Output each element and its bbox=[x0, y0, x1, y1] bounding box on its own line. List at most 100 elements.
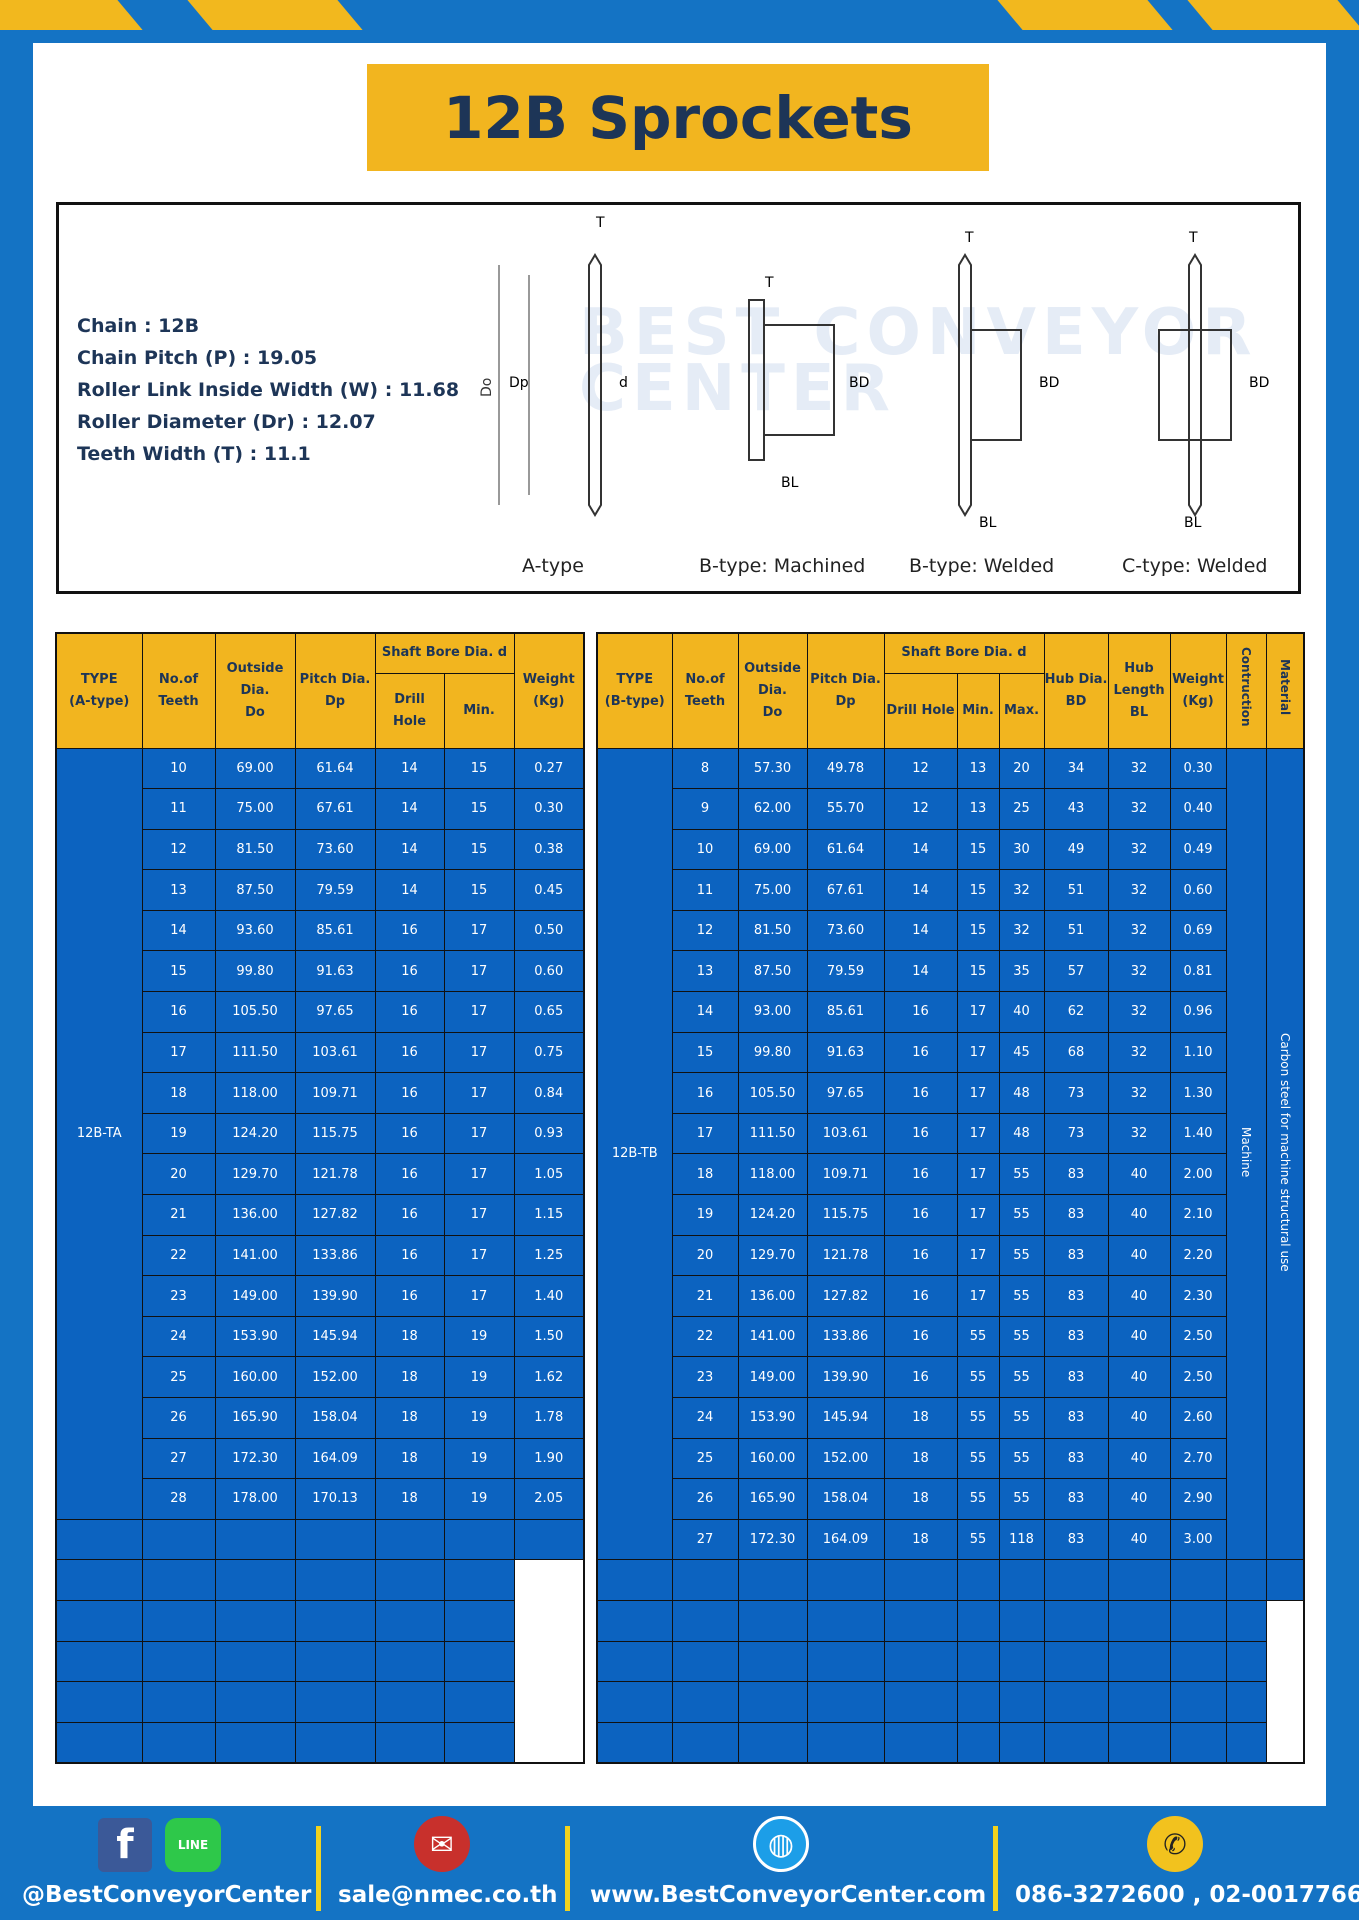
table-cell: 40 bbox=[1107, 1437, 1171, 1480]
empty-cell bbox=[443, 1721, 515, 1764]
chain-specs: Chain : 12B Chain Pitch (P) : 19.05 Roll… bbox=[77, 310, 459, 470]
table-row: 19 124.20 115.75 16 17 0.93 bbox=[56, 1112, 585, 1155]
table-cell: 55 bbox=[956, 1437, 1000, 1480]
table-cell: 16 bbox=[374, 1194, 445, 1236]
table-cell: 152.00 bbox=[806, 1437, 885, 1480]
empty-cell bbox=[443, 1681, 515, 1723]
table-row: 17 111.50 103.61 16 17 48 73 32 1.40 bbox=[597, 1112, 1304, 1155]
table-cell: 10 bbox=[141, 747, 216, 790]
table-row: 12 81.50 73.60 14 15 32 51 32 0.69 bbox=[597, 909, 1304, 952]
table-cell: 18 bbox=[883, 1518, 958, 1561]
table-cell: 109.71 bbox=[806, 1153, 885, 1196]
table-cell: 91.63 bbox=[806, 1031, 885, 1074]
col-max: Max. bbox=[998, 672, 1045, 749]
facebook-handle[interactable]: @BestConveyorCenter bbox=[22, 1882, 312, 1908]
table-cell: 19 bbox=[443, 1397, 515, 1439]
table-cell: 16 bbox=[374, 1072, 445, 1114]
empty-cell bbox=[1169, 1559, 1227, 1601]
table-cell: 19 bbox=[443, 1315, 515, 1358]
table-cell: 48 bbox=[998, 1112, 1045, 1155]
table-cell: 83 bbox=[1043, 1275, 1109, 1317]
empty-cell bbox=[806, 1721, 885, 1764]
phone-numbers[interactable]: 086-3272600 , 02-0017766 bbox=[1015, 1882, 1359, 1908]
table-cell: 69.00 bbox=[214, 747, 296, 790]
table-cell: 20 bbox=[998, 747, 1045, 790]
table-cell: 153.90 bbox=[737, 1397, 808, 1439]
empty-cell bbox=[596, 1599, 673, 1642]
empty-cell bbox=[55, 1559, 143, 1601]
empty-cell bbox=[737, 1559, 808, 1601]
mail-icon: ✉ bbox=[414, 1816, 470, 1872]
table-cell: 24 bbox=[141, 1315, 216, 1358]
table-cell: 27 bbox=[141, 1437, 216, 1480]
table-cell: 81.50 bbox=[214, 828, 296, 871]
table-cell: 2.05 bbox=[513, 1478, 585, 1520]
dim-label-bl: BL bbox=[979, 515, 997, 531]
table-cell: 17 bbox=[671, 1112, 739, 1155]
empty-cell bbox=[671, 1599, 739, 1642]
empty-cell bbox=[1043, 1721, 1109, 1764]
table-row: 27 172.30 164.09 18 55 118 83 40 3.00 bbox=[597, 1518, 1304, 1561]
col-type: TYPE (B-type) bbox=[596, 632, 673, 749]
table-cell: 127.82 bbox=[294, 1194, 376, 1236]
svg-text:Do: Do bbox=[479, 378, 495, 397]
table-cell: 111.50 bbox=[214, 1031, 296, 1074]
dim-label-d: d bbox=[619, 375, 628, 391]
table-cell: 139.90 bbox=[806, 1356, 885, 1398]
col-teeth: No.of Teeth bbox=[671, 632, 739, 749]
table-cell: 48 bbox=[998, 1072, 1045, 1114]
table-cell: 17 bbox=[443, 1072, 515, 1114]
diagram-box: BEST CONVEYOR CENTER Chain : 12B Chain P… bbox=[56, 202, 1301, 594]
table-cell: 55 bbox=[998, 1356, 1045, 1398]
empty-cell bbox=[998, 1599, 1045, 1642]
table-cell: 16 bbox=[374, 1234, 445, 1277]
table-cell: 12 bbox=[141, 828, 216, 871]
table-row: 26 165.90 158.04 18 55 55 83 40 2.90 bbox=[597, 1478, 1304, 1520]
table-cell: 105.50 bbox=[737, 1072, 808, 1114]
table-cell: 1.05 bbox=[513, 1153, 585, 1196]
table-cell: 103.61 bbox=[806, 1112, 885, 1155]
spec-line: Roller Link Inside Width (W) : 11.68 bbox=[77, 379, 460, 401]
table-row: 17 111.50 103.61 16 17 0.75 bbox=[56, 1031, 585, 1074]
table-cell: 14 bbox=[671, 991, 739, 1033]
empty-cell bbox=[1169, 1721, 1227, 1764]
col-drill-hole: Drill Hole bbox=[883, 672, 958, 749]
table-cell: 178.00 bbox=[214, 1478, 296, 1520]
empty-cell bbox=[55, 1599, 143, 1642]
table-cell: 18 bbox=[374, 1437, 445, 1480]
empty-row bbox=[596, 1681, 1304, 1723]
col-pitch-dia: Pitch Dia. Dp bbox=[806, 632, 885, 749]
table-cell: 1.40 bbox=[1169, 1112, 1227, 1155]
table-cell: 16 bbox=[883, 1234, 958, 1277]
table-cell: 15 bbox=[671, 1031, 739, 1074]
email-link[interactable]: sale@nmec.co.th bbox=[338, 1882, 558, 1908]
caption-a-type: A-type bbox=[522, 555, 584, 577]
col-drill-hole: Drill Hole bbox=[374, 672, 445, 749]
table-cell: 68 bbox=[1043, 1031, 1109, 1074]
table-cell: 13 bbox=[956, 747, 1000, 790]
table-cell: 14 bbox=[374, 747, 445, 790]
website-link[interactable]: www.BestConveyorCenter.com bbox=[590, 1882, 987, 1908]
table-cell: 0.69 bbox=[1169, 909, 1227, 952]
spec-line: Chain : 12B bbox=[77, 315, 200, 337]
caption-c-welded: C-type: Welded bbox=[1122, 555, 1268, 577]
table-cell: 0.40 bbox=[1169, 788, 1227, 830]
empty-cell bbox=[1265, 1559, 1305, 1601]
table-cell: 12 bbox=[671, 909, 739, 952]
table-cell: 15 bbox=[443, 828, 515, 871]
col-teeth: No.of Teeth bbox=[141, 632, 216, 749]
table-cell: 153.90 bbox=[214, 1315, 296, 1358]
table-cell: 118 bbox=[998, 1518, 1045, 1561]
type-cell: 12B-TA bbox=[55, 747, 143, 1520]
table-cell: 62.00 bbox=[737, 788, 808, 830]
table-cell: 2.70 bbox=[1169, 1437, 1227, 1480]
table-cell: 17 bbox=[443, 1112, 515, 1155]
table-cell: 129.70 bbox=[214, 1153, 296, 1196]
facebook-icon[interactable]: f bbox=[98, 1818, 152, 1872]
table-row: 15 99.80 91.63 16 17 0.60 bbox=[56, 950, 585, 993]
empty-row bbox=[55, 1640, 584, 1683]
line-icon[interactable]: LINE bbox=[165, 1818, 221, 1872]
table-row: 14 93.00 85.61 16 17 40 62 32 0.96 bbox=[597, 991, 1304, 1033]
table-cell: 16 bbox=[374, 1275, 445, 1317]
table-row: 11 75.00 67.61 14 15 0.30 bbox=[56, 788, 585, 830]
